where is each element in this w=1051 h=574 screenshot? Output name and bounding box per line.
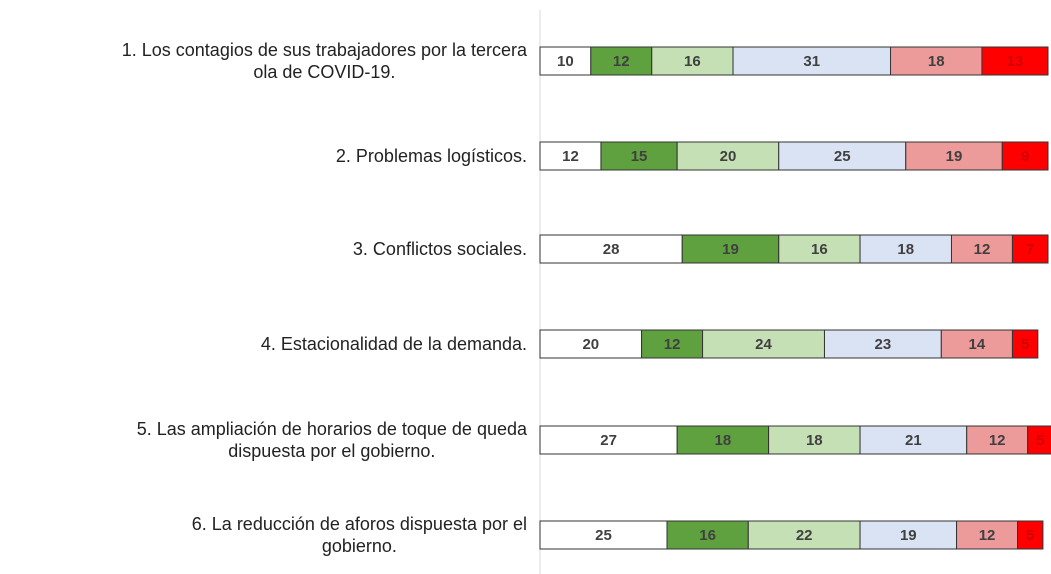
bar-segment — [905, 141, 1003, 171]
data-label: 14 — [969, 336, 986, 353]
bar-segment — [1027, 425, 1051, 455]
category-label: 2. Problemas logísticos. — [335, 146, 527, 166]
data-label: 18 — [928, 53, 945, 70]
bar-segment — [1011, 329, 1039, 359]
data-label: 25 — [595, 527, 612, 544]
data-label: 20 — [720, 148, 737, 165]
data-label: 13 — [1007, 53, 1024, 70]
data-label: 25 — [834, 148, 851, 165]
category-label: 3. Conflictos sociales. — [352, 239, 527, 259]
category-label: 4. Estacionalidad de la demanda. — [260, 334, 527, 354]
bar-segment — [1017, 520, 1044, 550]
bar-segment — [747, 520, 861, 550]
data-label: 21 — [905, 432, 922, 449]
bar-segment — [666, 520, 749, 550]
bar-segment — [768, 425, 861, 455]
data-label: 12 — [664, 336, 681, 353]
data-label: 20 — [582, 336, 599, 353]
bar-segment — [778, 141, 907, 171]
bar-segment — [859, 425, 968, 455]
bar-segment — [950, 234, 1013, 264]
bar-segment — [702, 329, 825, 359]
category-label: 5. Las ampliación de horarios de toque d… — [136, 419, 527, 461]
data-label: 19 — [900, 527, 917, 544]
data-label: 18 — [715, 432, 732, 449]
bar-segment — [539, 520, 668, 550]
bar-segment — [676, 425, 770, 455]
data-label: 31 — [803, 53, 820, 70]
data-label: 16 — [811, 241, 828, 258]
bar-segment — [641, 329, 704, 359]
data-label: 24 — [755, 336, 772, 353]
data-label: 12 — [562, 148, 579, 165]
data-label: 12 — [979, 527, 996, 544]
data-label: 10 — [557, 53, 574, 70]
data-label: 9 — [1021, 148, 1029, 165]
bar-segment — [778, 234, 861, 264]
data-label: 7 — [1026, 241, 1034, 258]
bar-segment — [966, 425, 1029, 455]
data-label: 15 — [631, 148, 648, 165]
bar-segment — [859, 234, 952, 264]
data-label: 27 — [600, 432, 617, 449]
bar-segment — [539, 329, 643, 359]
bar-segment — [681, 234, 780, 264]
data-label: 5 — [1026, 527, 1034, 544]
category-label: 1. Los contagios de sus trabajadores por… — [121, 40, 527, 82]
bar-segment — [1011, 234, 1049, 264]
bar-segment — [1001, 141, 1049, 171]
data-label: 18 — [806, 432, 823, 449]
data-label: 19 — [722, 241, 739, 258]
bar-segment — [651, 46, 734, 76]
data-label: 5 — [1036, 432, 1044, 449]
data-label: 18 — [897, 241, 914, 258]
bar-segment — [981, 46, 1049, 76]
data-label: 12 — [989, 432, 1006, 449]
data-label: 19 — [946, 148, 963, 165]
data-label: 16 — [699, 527, 716, 544]
category-label: 6. La reducción de aforos dispuesta por … — [191, 514, 527, 556]
bar-segment — [676, 141, 780, 171]
bar-segment — [539, 234, 683, 264]
data-label: 5 — [1021, 336, 1029, 353]
bar-segment — [590, 46, 653, 76]
bar-segment — [859, 520, 958, 550]
data-label: 16 — [684, 53, 701, 70]
bar-segment — [940, 329, 1013, 359]
bar-segment — [956, 520, 1019, 550]
data-label: 12 — [974, 241, 991, 258]
data-label: 12 — [613, 53, 630, 70]
data-label: 22 — [796, 527, 813, 544]
data-label: 23 — [875, 336, 892, 353]
data-label: 28 — [603, 241, 620, 258]
